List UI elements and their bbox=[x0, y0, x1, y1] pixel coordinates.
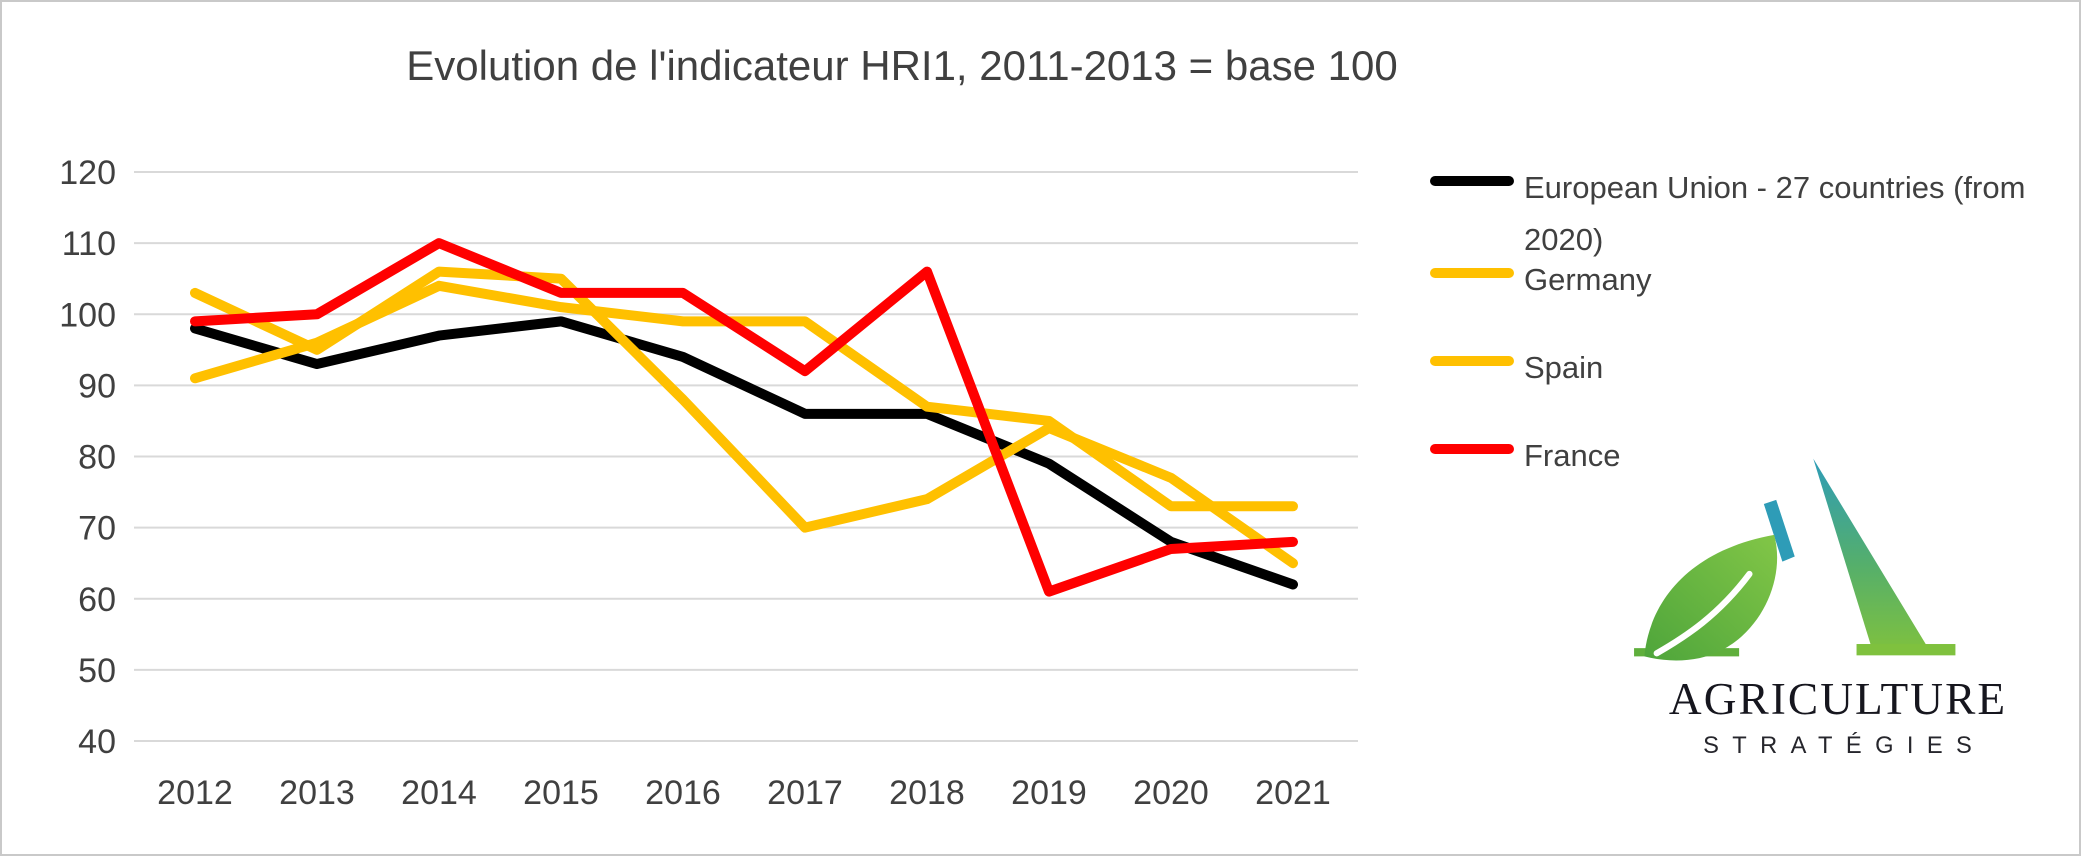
legend-swatch-spain bbox=[1430, 356, 1514, 366]
y-tick-label-40: 40 bbox=[78, 723, 116, 761]
x-tick-label-2015: 2015 bbox=[523, 774, 599, 812]
legend-swatch-european-union bbox=[1430, 176, 1514, 186]
legend-label-germany: Germany bbox=[1524, 262, 1652, 297]
legend-item-spain: Spain bbox=[1430, 342, 2044, 394]
x-tick-label-2019: 2019 bbox=[1011, 774, 1087, 812]
legend-swatch-germany bbox=[1430, 268, 1514, 278]
legend-label-spain: Spain bbox=[1524, 350, 1604, 385]
legend-item-germany: Germany bbox=[1430, 254, 2044, 306]
y-tick-label-90: 90 bbox=[78, 367, 116, 405]
y-tick-label-80: 80 bbox=[78, 439, 116, 477]
y-tick-label-70: 70 bbox=[78, 510, 116, 548]
series-line-france bbox=[190, 238, 1298, 597]
y-tick-label-100: 100 bbox=[59, 296, 116, 334]
x-tick-label-2012: 2012 bbox=[157, 774, 233, 812]
legend-item-france: France bbox=[1430, 430, 2044, 482]
logo-a-glyph bbox=[1634, 458, 1956, 661]
chart-title: Evolution de l'indicateur HRI1, 2011-201… bbox=[406, 42, 1398, 89]
legend-swatch-france bbox=[1430, 444, 1514, 454]
legend-label-european-union: European Union - 27 countries (from 2020… bbox=[1524, 170, 2026, 257]
x-tick-label-2017: 2017 bbox=[767, 774, 843, 812]
x-tick-label-2014: 2014 bbox=[401, 774, 477, 812]
y-tick-label-110: 110 bbox=[62, 225, 116, 263]
x-tick-label-2020: 2020 bbox=[1133, 774, 1209, 812]
series-line-european-union-27-countries-from-2020 bbox=[190, 316, 1298, 590]
legend-label-france: France bbox=[1524, 438, 1621, 473]
leaf-icon bbox=[1644, 534, 1778, 661]
logo-text-agriculture: AGRICULTURE bbox=[1669, 674, 2007, 724]
x-tick-label-2013: 2013 bbox=[279, 774, 355, 812]
legend-item-european-union: European Union - 27 countries (from 2020… bbox=[1430, 162, 2044, 266]
y-tick-label-60: 60 bbox=[78, 581, 116, 619]
logo-text-strategies: STRATÉGIES bbox=[1703, 732, 1985, 759]
x-tick-label-2021: 2021 bbox=[1255, 774, 1331, 812]
y-tick-label-50: 50 bbox=[78, 652, 116, 690]
x-tick-label-2018: 2018 bbox=[889, 774, 965, 812]
agriculture-strategies-logo: AGRICULTURE STRATÉGIES bbox=[1634, 458, 2007, 759]
series-line-spain bbox=[190, 280, 1298, 512]
x-tick-label-2016: 2016 bbox=[645, 774, 721, 812]
y-tick-label-120: 120 bbox=[59, 154, 116, 192]
